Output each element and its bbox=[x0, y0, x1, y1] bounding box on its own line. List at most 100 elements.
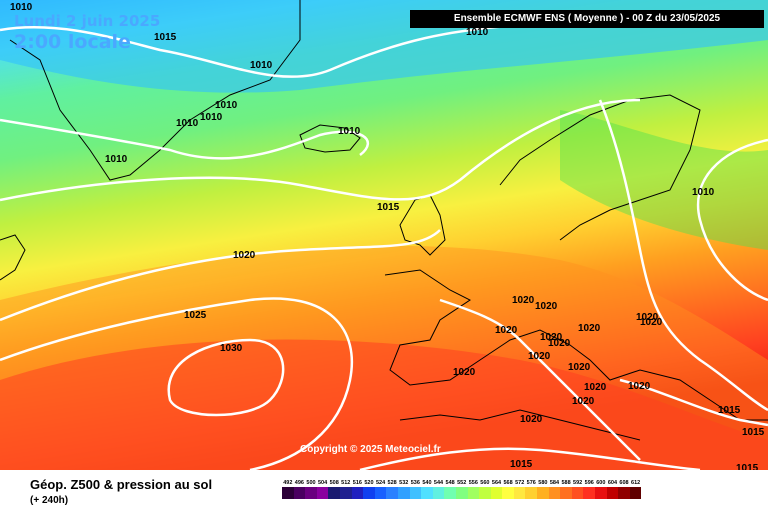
isobar-label: 1010 bbox=[105, 154, 128, 165]
isobar-1020-med bbox=[439, 298, 641, 461]
isobar-label: 1015 bbox=[718, 405, 741, 416]
scale-cell: 516 bbox=[351, 480, 364, 500]
scale-swatch bbox=[629, 487, 642, 499]
scale-swatch bbox=[525, 487, 538, 499]
scale-swatch bbox=[583, 487, 596, 499]
scale-cell: 556 bbox=[467, 480, 480, 500]
scale-cell: 496 bbox=[293, 480, 306, 500]
isobar-label: 1020 bbox=[520, 414, 543, 425]
scale-cell: 600 bbox=[595, 480, 607, 500]
scale-label: 548 bbox=[445, 480, 455, 486]
scale-cell: 576 bbox=[525, 480, 538, 500]
isobar-label: 1020 bbox=[628, 381, 651, 392]
isobar-1025 bbox=[0, 297, 354, 470]
scale-cell: 560 bbox=[479, 480, 491, 500]
scale-swatch bbox=[595, 487, 607, 499]
isobar-label: 1020 bbox=[233, 250, 256, 261]
scale-label: 592 bbox=[573, 480, 583, 486]
isobar-label: 1020 bbox=[495, 325, 518, 336]
isobar-label: 1020 bbox=[640, 317, 663, 328]
isobar-label: 1025 bbox=[184, 310, 207, 321]
scale-label: 588 bbox=[561, 480, 571, 486]
scale-label: 520 bbox=[364, 480, 374, 486]
scale-swatch bbox=[513, 487, 526, 499]
scale-swatch bbox=[339, 487, 352, 499]
scale-label: 508 bbox=[329, 480, 339, 486]
scale-label: 600 bbox=[596, 480, 606, 486]
isobar-1015-se bbox=[619, 378, 768, 427]
scale-cell: 552 bbox=[455, 480, 468, 500]
isobar-label: 1010 bbox=[10, 2, 33, 13]
scale-swatch bbox=[305, 487, 317, 499]
scale-cell: 612 bbox=[629, 480, 642, 500]
scale-cell: 500 bbox=[305, 480, 317, 500]
scale-label: 528 bbox=[387, 480, 397, 486]
scale-label: 608 bbox=[619, 480, 629, 486]
isobar-label: 1010 bbox=[200, 112, 223, 123]
scale-cell: 512 bbox=[339, 480, 352, 500]
scale-label: 568 bbox=[503, 480, 513, 486]
isobar-label: 1020 bbox=[453, 367, 476, 378]
scale-swatch bbox=[606, 487, 619, 499]
scale-cell: 564 bbox=[490, 480, 503, 500]
isobar-label: 1020 bbox=[584, 382, 607, 393]
scale-cell: 528 bbox=[386, 480, 398, 500]
scale-swatch bbox=[618, 487, 630, 499]
scale-swatch bbox=[282, 487, 294, 499]
isobar-label: 1010 bbox=[466, 27, 489, 38]
scale-swatch bbox=[490, 487, 503, 499]
weather-map: 1010 1015 1010 1010 1010 1010 1010 1010 … bbox=[0, 0, 768, 470]
isobar-label: 1015 bbox=[510, 459, 533, 470]
scale-cell: 520 bbox=[363, 480, 375, 500]
scale-label: 544 bbox=[433, 480, 444, 486]
scale-cell: 568 bbox=[502, 480, 514, 500]
scale-label: 564 bbox=[491, 480, 502, 486]
isobars bbox=[0, 13, 768, 470]
scale-swatch bbox=[455, 487, 468, 499]
isobar-label: 1010 bbox=[176, 118, 199, 129]
scale-label: 580 bbox=[538, 480, 548, 486]
isobar-label: 1020 bbox=[512, 295, 535, 306]
scale-label: 496 bbox=[294, 480, 304, 486]
scale-cell: 492 bbox=[282, 480, 294, 500]
scale-swatch bbox=[421, 487, 433, 499]
canada-coast bbox=[0, 234, 26, 281]
scale-label: 516 bbox=[352, 480, 362, 486]
scale-label: 512 bbox=[341, 480, 351, 486]
scale-label: 524 bbox=[375, 480, 386, 486]
scale-label: 572 bbox=[515, 480, 525, 486]
scale-swatch bbox=[374, 487, 387, 499]
scale-cell: 508 bbox=[328, 480, 340, 500]
isobar-label: 1010 bbox=[692, 187, 715, 198]
scale-cell: 608 bbox=[618, 480, 630, 500]
scale-swatch bbox=[351, 487, 364, 499]
isobar-label: 1020 bbox=[548, 338, 571, 349]
scandinavia-coast bbox=[499, 94, 701, 241]
scale-swatch bbox=[502, 487, 514, 499]
isobar-label: 1015 bbox=[377, 202, 400, 213]
scale-cell: 540 bbox=[421, 480, 433, 500]
scale-swatch bbox=[432, 487, 445, 499]
iceland-coast bbox=[299, 124, 361, 153]
north-africa-coast bbox=[399, 409, 641, 441]
isobar-1015 bbox=[0, 98, 641, 202]
scale-cell: 596 bbox=[583, 480, 596, 500]
scale-swatch bbox=[548, 487, 561, 499]
scale-label: 552 bbox=[457, 480, 467, 486]
isobar-label: 1010 bbox=[250, 60, 273, 71]
isobar-label: 1015 bbox=[742, 427, 765, 438]
isobar-1020 bbox=[0, 229, 441, 322]
scale-cell: 604 bbox=[606, 480, 619, 500]
scale-label: 596 bbox=[584, 480, 594, 486]
scale-label: 492 bbox=[283, 480, 293, 486]
scale-cell: 548 bbox=[444, 480, 456, 500]
scale-label: 612 bbox=[631, 480, 641, 486]
isobar-label: 1020 bbox=[540, 332, 563, 343]
isobar-label: 1030 bbox=[220, 343, 243, 354]
scandinavia-trough bbox=[560, 110, 768, 250]
scale-swatch bbox=[467, 487, 480, 499]
scale-cell: 544 bbox=[432, 480, 445, 500]
isobar-label: 1015 bbox=[736, 463, 759, 470]
scale-label: 536 bbox=[410, 480, 420, 486]
very-high-geopotential-band bbox=[0, 339, 768, 470]
